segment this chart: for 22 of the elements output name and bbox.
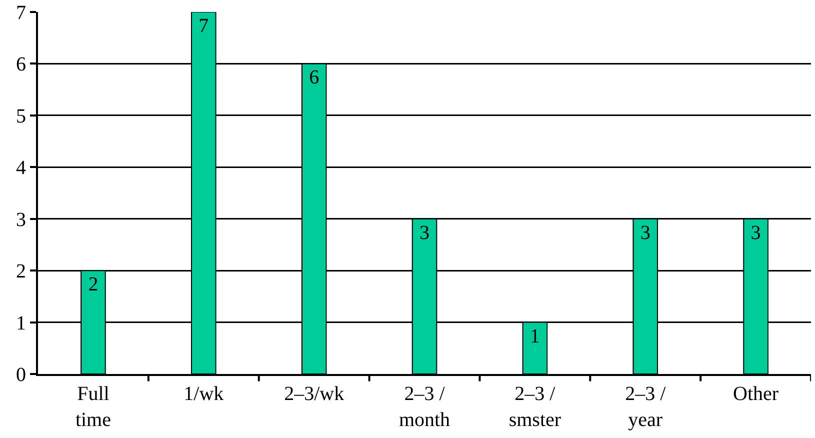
x-tick-label: Other	[733, 383, 779, 405]
y-tick-label: 1	[16, 312, 26, 334]
x-tick-label: 2–3 / month	[398, 383, 450, 431]
y-tick-label: 3	[16, 208, 26, 231]
y-tick-label: 0	[16, 364, 26, 386]
y-tick-label: 4	[16, 157, 26, 180]
data-label: 3	[420, 222, 430, 244]
x-tick-label: 2–3/wk	[284, 383, 344, 405]
data-label: 7	[198, 15, 209, 37]
y-tick-label: 2	[16, 260, 26, 283]
data-label: 3	[750, 222, 761, 244]
data-label: 1	[530, 325, 540, 348]
x-tick-label: Full time	[75, 383, 112, 431]
data-label: 2	[88, 274, 98, 296]
y-tick-label: 7	[16, 2, 26, 24]
y-tick-label: 5	[16, 105, 26, 128]
x-tick-label: 2–3 / year	[625, 383, 666, 431]
x-tick-label: 2–3 / smster	[508, 383, 562, 431]
y-tick-label: 6	[16, 54, 26, 76]
x-tick-label: 1/wk	[184, 383, 224, 405]
data-label: 3	[640, 222, 650, 244]
data-label: 6	[309, 66, 320, 89]
